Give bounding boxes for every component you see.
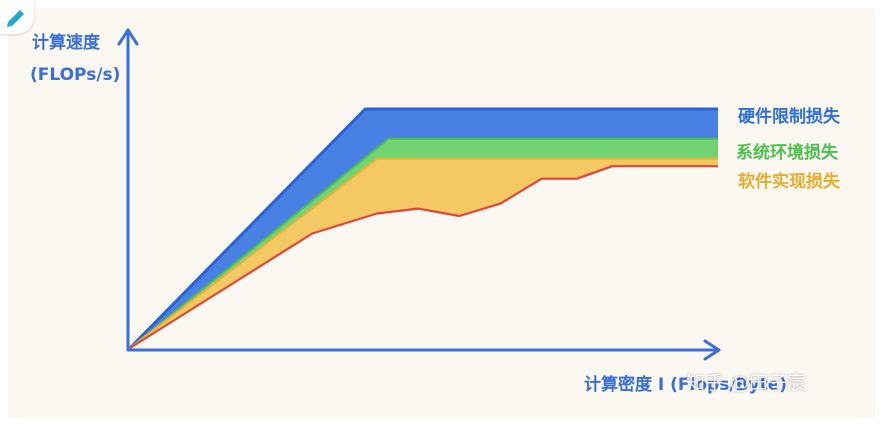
line-achieved-performance [129,165,718,349]
watermark: 知乎 @田子宸 [686,372,807,394]
x-axis-label: 计算密度 I (Flops/Byte) [584,374,787,395]
axes [117,28,721,361]
pen-icon [7,10,24,27]
y-axis-label-line1: 计算速度 [32,32,101,53]
area-software-loss [130,158,718,348]
y-axis-label-line2: (FLOPs/s) [30,65,120,85]
y-axis-arrow [117,28,139,46]
series-lines [128,107,718,350]
legend-hardware-loss: 硬件限制损失 [738,106,841,127]
x-axis-arrow [703,339,721,361]
corner-badge[interactable] [0,0,34,34]
loss-areas [130,109,718,348]
line-system-roof [129,137,718,349]
legend-system-loss: 系统环境损失 [736,142,839,163]
line-software-roof [129,157,718,349]
legend-software-loss: 软件实现损失 [738,171,841,192]
line-hardware-roof [128,107,718,350]
